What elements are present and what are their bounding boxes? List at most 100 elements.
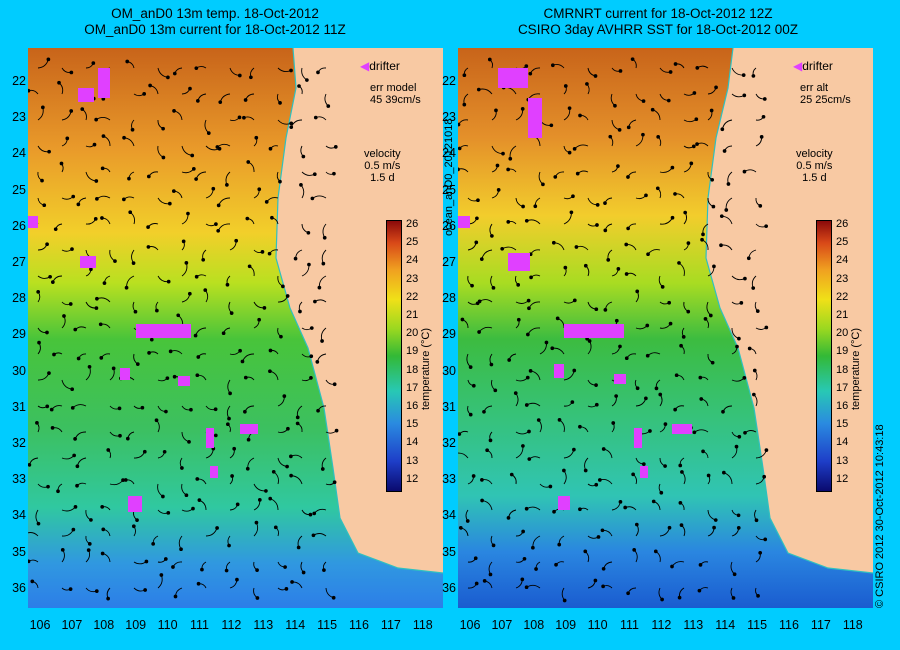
current-vector-head	[125, 59, 130, 64]
current-vector-head	[30, 579, 35, 584]
current-vector-head	[48, 274, 52, 279]
latitude-label: 29	[442, 327, 456, 342]
current-vector	[290, 119, 303, 128]
current-vector-head	[71, 527, 76, 532]
current-vector-head	[203, 288, 208, 292]
current-vector-head	[741, 73, 746, 77]
current-vector-head	[317, 285, 322, 290]
current-vector-head	[570, 400, 575, 404]
current-vector-head	[309, 354, 314, 359]
current-vector-head	[281, 284, 285, 289]
right-err-label: err alt	[800, 82, 829, 94]
current-vector-head	[50, 426, 55, 430]
current-vector-head	[594, 482, 599, 487]
current-vector-head	[533, 204, 538, 209]
current-vector-head	[312, 172, 317, 177]
colorbar-tick: 21	[836, 309, 849, 321]
current-vector	[324, 93, 329, 107]
current-vector-head	[608, 134, 613, 139]
left-ocean	[28, 48, 443, 608]
current-vector-head	[617, 128, 622, 132]
current-vector	[301, 67, 308, 81]
current-vector-head	[190, 153, 195, 158]
current-vector-head	[225, 183, 229, 187]
current-vector-head	[225, 282, 230, 287]
current-vector-head	[144, 559, 149, 564]
drifter-marker-icon: ◀	[793, 59, 803, 73]
current-vector-head	[322, 568, 326, 572]
current-vector-head	[557, 418, 562, 422]
current-vector-head	[75, 483, 79, 488]
right-drifter-tracks	[458, 68, 692, 510]
current-vector-head	[151, 541, 156, 546]
current-vector-head	[692, 430, 697, 435]
current-vector-head	[656, 134, 661, 139]
current-vector-head	[720, 127, 725, 132]
current-vector-head	[295, 421, 300, 426]
current-vector-head	[70, 405, 75, 410]
current-vector	[300, 184, 305, 199]
current-vector-head	[75, 464, 80, 469]
current-vector-head	[65, 136, 70, 141]
current-vector-head	[238, 348, 242, 353]
current-vector-head	[524, 506, 529, 511]
current-vector-head	[94, 179, 99, 183]
current-vector-head	[283, 565, 287, 569]
current-vector-head	[645, 323, 650, 328]
current-vector-head	[264, 489, 268, 493]
left-drifter-legend: ◀drifter	[360, 60, 400, 72]
current-vector	[318, 275, 327, 288]
longitude-label: 110	[587, 618, 608, 632]
current-vector-head	[76, 202, 81, 207]
current-vector-head	[135, 518, 139, 522]
current-vector-head	[246, 437, 251, 442]
current-vector-head	[45, 330, 49, 335]
current-vector-head	[289, 473, 293, 478]
current-vector-head	[196, 581, 201, 586]
current-vector-head	[473, 556, 478, 561]
current-vector-head	[527, 429, 531, 434]
current-vector-head	[255, 568, 259, 572]
left-drifter-tracks	[28, 68, 258, 512]
latitude-label: 26	[442, 218, 456, 233]
current-vector-head	[626, 591, 630, 596]
latitude-label: 24	[442, 146, 456, 161]
current-vector-head	[587, 339, 592, 343]
current-vector-head	[91, 61, 96, 65]
latitude-label: 26	[12, 218, 26, 233]
current-vector-head	[247, 264, 252, 269]
current-vector-head	[230, 474, 234, 478]
latitude-label: 25	[12, 182, 26, 197]
current-vector-head	[68, 587, 73, 591]
current-vector-head	[501, 151, 505, 156]
current-vector-head	[173, 594, 178, 599]
current-vector-head	[500, 246, 505, 251]
current-vector-head	[289, 68, 293, 73]
current-vector-head	[641, 132, 645, 137]
current-vector-head	[601, 447, 606, 451]
current-vector-head	[644, 396, 648, 401]
current-vector-head	[56, 489, 60, 494]
current-vector-head	[213, 433, 218, 438]
right-drifter-text: drifter	[802, 59, 833, 73]
current-vector-head	[296, 545, 301, 550]
current-vector-head	[544, 340, 549, 345]
current-vector-head	[243, 375, 248, 380]
current-vector-head	[143, 588, 147, 592]
current-vector-head	[613, 103, 617, 108]
latitude-label: 33	[12, 472, 26, 487]
current-vector-head	[641, 462, 646, 467]
current-vector-head	[548, 484, 553, 489]
right-title-line2: CSIRO 3day AVHRR SST for 18-Oct-2012 00Z	[517, 22, 799, 37]
current-vector-head	[282, 394, 287, 398]
current-vector-head	[474, 581, 479, 586]
current-vector-head	[494, 108, 498, 113]
current-vector-head	[320, 467, 325, 471]
current-vector-head	[624, 242, 629, 247]
current-vector-head	[710, 177, 715, 182]
current-vector-head	[99, 356, 104, 360]
current-vector-head	[569, 210, 574, 215]
current-vector-head	[695, 142, 699, 146]
current-vector-head	[595, 203, 600, 207]
current-vector-head	[711, 204, 716, 209]
